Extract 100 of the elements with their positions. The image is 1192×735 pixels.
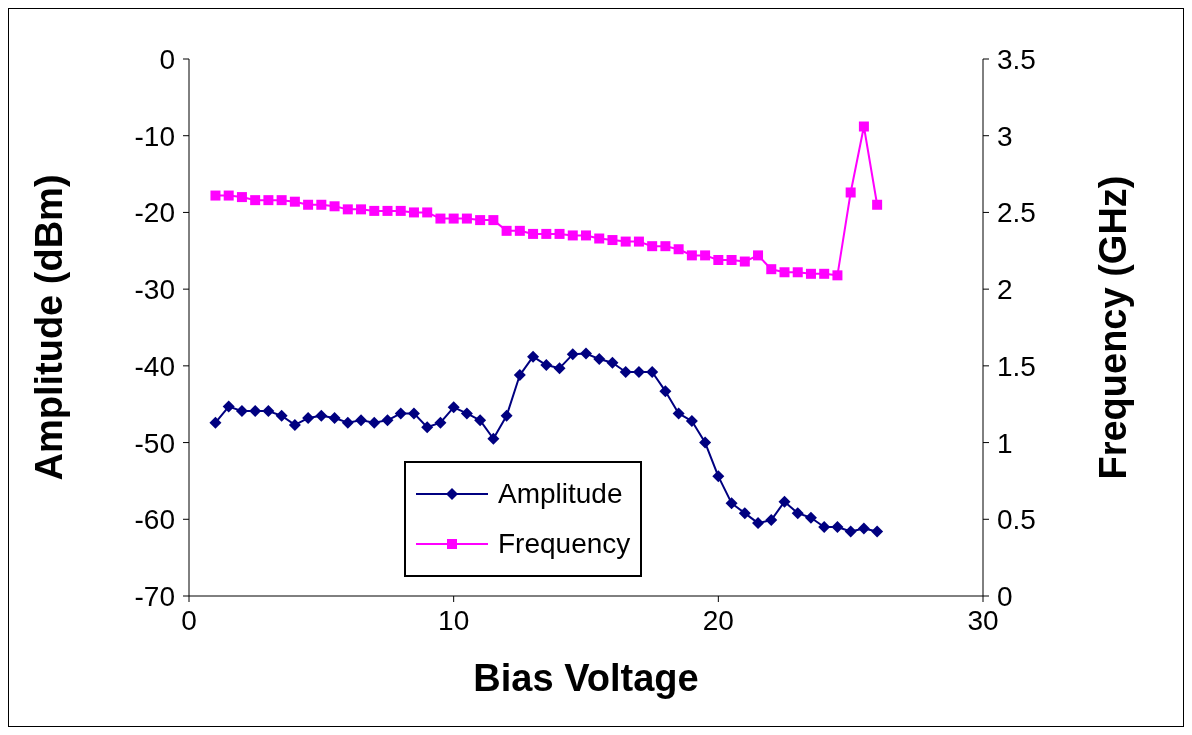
y-tick-label: -60 [134, 504, 175, 536]
point [659, 385, 672, 398]
point [738, 507, 751, 520]
point [699, 436, 712, 449]
y2-tick-label: 0 [997, 580, 1013, 612]
point [262, 405, 275, 418]
y-tick-label: -10 [134, 120, 175, 152]
point [341, 416, 354, 429]
point [223, 190, 234, 201]
y2-axis-title: Frequency (GHz) [1092, 175, 1135, 480]
point [222, 400, 235, 413]
point [686, 250, 697, 261]
point [593, 352, 606, 365]
point [275, 409, 288, 422]
point [633, 236, 644, 247]
point [250, 195, 261, 206]
y2-tick-label: 1.5 [997, 350, 1036, 382]
point [501, 225, 512, 236]
point [804, 511, 817, 524]
point [209, 416, 222, 429]
point [356, 204, 367, 215]
point [580, 347, 592, 360]
point [368, 416, 381, 429]
point [858, 121, 869, 132]
y-tick-label: -30 [134, 274, 175, 306]
point [672, 407, 685, 420]
point [739, 256, 750, 267]
point [541, 228, 552, 239]
point [435, 213, 446, 224]
x-tick-label: 20 [702, 604, 734, 636]
point [606, 356, 619, 369]
x-tick-label: 10 [438, 604, 470, 636]
point [607, 235, 618, 246]
point [329, 201, 340, 212]
point [620, 236, 631, 247]
y2-tick-label: 1 [997, 427, 1013, 459]
point [713, 254, 724, 265]
point [554, 228, 565, 239]
y-tick-label: -20 [134, 197, 175, 229]
point [461, 213, 472, 224]
point [210, 190, 221, 201]
point [315, 409, 328, 422]
point [619, 365, 632, 378]
x-tick-label: 30 [967, 604, 999, 636]
point [805, 268, 816, 279]
point [303, 199, 314, 210]
point [460, 407, 473, 420]
point [513, 369, 526, 382]
point [778, 495, 791, 508]
point [594, 233, 605, 244]
point [528, 228, 539, 239]
point [236, 192, 247, 203]
legend-label: Frequency [498, 528, 631, 560]
point [685, 415, 698, 428]
point [514, 225, 525, 236]
point [566, 348, 579, 361]
point [646, 365, 659, 378]
y-tick-label: 0 [159, 43, 175, 75]
point [488, 215, 499, 226]
y-tick-label: -70 [134, 580, 175, 612]
point [791, 507, 804, 520]
point [263, 195, 274, 206]
point [872, 199, 883, 210]
point [832, 270, 843, 281]
point [235, 405, 248, 418]
point [487, 432, 500, 445]
point [752, 517, 765, 530]
point [355, 414, 368, 427]
point [567, 230, 578, 241]
point [302, 412, 315, 425]
point [276, 195, 287, 206]
point [407, 407, 420, 420]
point [421, 421, 434, 434]
point [845, 187, 856, 198]
point [779, 267, 790, 278]
point [500, 409, 513, 422]
point [700, 250, 711, 261]
point [857, 522, 870, 535]
point [792, 267, 803, 278]
point [844, 525, 857, 538]
point [447, 401, 460, 414]
point [647, 241, 658, 252]
y2-tick-label: 0.5 [997, 504, 1036, 536]
point [394, 407, 407, 420]
point [369, 205, 380, 216]
y-axis-title: Amplitude (dBm) [28, 174, 71, 481]
point [819, 268, 830, 279]
point [673, 244, 684, 255]
x-tick-label: 0 [181, 604, 197, 636]
legend-label: Amplitude [498, 478, 623, 510]
y2-tick-label: 2 [997, 274, 1013, 306]
point [725, 497, 738, 510]
point [288, 418, 301, 431]
y2-tick-label: 3.5 [997, 43, 1036, 75]
point [581, 230, 591, 241]
point [475, 215, 486, 226]
point [540, 359, 553, 372]
point [871, 525, 884, 538]
point [328, 412, 341, 425]
point [289, 196, 300, 207]
